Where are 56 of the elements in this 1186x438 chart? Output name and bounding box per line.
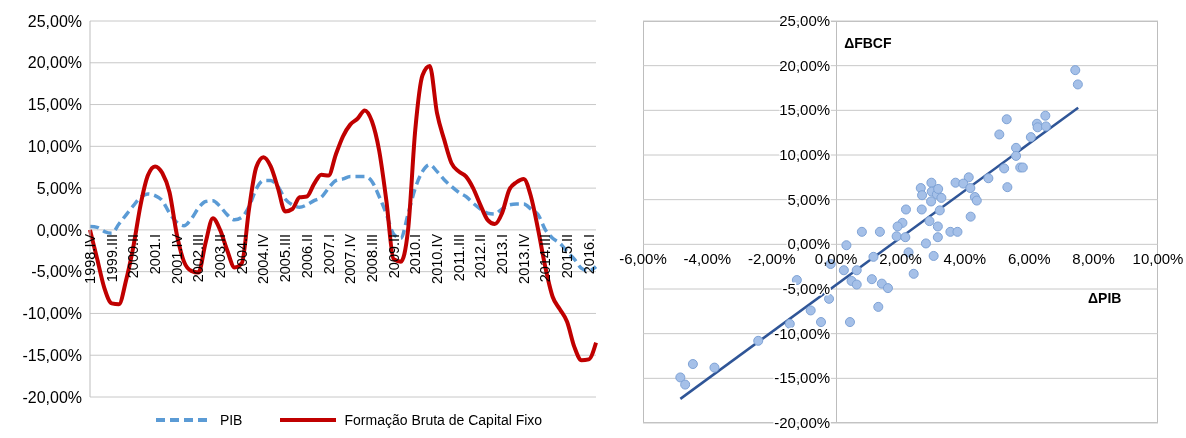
x-tick-label: 2004.I: [233, 233, 250, 275]
y-tick-label: 25,00%: [779, 12, 831, 29]
x-tick-label: 2009.II: [385, 233, 402, 279]
y-tick-label: 0,00%: [36, 221, 82, 239]
y-tick-label: -15,00%: [22, 346, 82, 364]
legend-label: Formação Bruta de Capital Fixo: [344, 412, 543, 428]
y-tick-label: -15,00%: [774, 369, 831, 387]
y-tick-label: 20,00%: [27, 54, 82, 72]
x-tick-label: 4,00%: [943, 250, 987, 268]
y-tick-label: 25,00%: [27, 12, 82, 30]
x-tick-label: 2015.II: [559, 233, 576, 279]
y-tick-label: 15,00%: [779, 101, 831, 119]
y-tick-label: 10,00%: [779, 146, 831, 163]
x-tick-label: 6,00%: [1007, 250, 1051, 268]
x-tick-label: -2,00%: [747, 250, 796, 268]
y-axis-title: ΔFBCF: [844, 35, 892, 51]
x-tick-label: 2007.I: [320, 233, 337, 275]
x-tick-label: 1998.IV: [82, 233, 98, 284]
y-tick-label: 5,00%: [36, 179, 82, 197]
y-tick-label: -20,00%: [22, 388, 82, 406]
x-tick-label: 2014.III: [537, 233, 554, 283]
x-tick-label: 2004.IV: [255, 233, 272, 284]
y-tick-label: -10,00%: [774, 324, 831, 342]
x-tick-label: -6,00%: [619, 250, 667, 268]
x-tick-label: 2001.IV: [168, 233, 185, 284]
y-tick-label: -5,00%: [31, 263, 82, 281]
x-tick-label: 10,00%: [1132, 250, 1184, 268]
x-tick-label: 2000.II: [125, 233, 142, 279]
x-tick-label: 1999.III: [103, 233, 120, 283]
y-tick-label: 20,00%: [779, 56, 831, 74]
y-tick-label: 10,00%: [27, 138, 82, 156]
x-tick-label: 2012.II: [472, 233, 489, 279]
x-tick-label: 2006.II: [298, 233, 315, 279]
x-tick-label: 2013.I: [494, 233, 511, 275]
x-tick-label: 2008.III: [363, 233, 380, 283]
x-tick-label: 2,00%: [879, 250, 922, 268]
y-tick-label: 15,00%: [27, 96, 82, 114]
x-axis-title: ΔPIB: [1088, 290, 1122, 307]
x-tick-label: -4,00%: [683, 250, 732, 268]
y-tick-label: -20,00%: [774, 414, 831, 431]
y-tick-label: -10,00%: [22, 305, 82, 323]
x-tick-label: 2007.IV: [342, 233, 359, 284]
x-tick-label: 2001.I: [147, 233, 164, 275]
x-tick-label: 2005.III: [277, 233, 294, 283]
x-tick-label: 0,00%: [814, 250, 858, 268]
y-tick-label: -5,00%: [782, 280, 831, 297]
y-tick-label: 5,00%: [787, 190, 831, 208]
x-tick-label: 2011.III: [450, 233, 467, 282]
x-tick-label: 2003.II: [212, 233, 229, 279]
x-tick-label: 2013.IV: [515, 233, 532, 284]
x-tick-label: 2002.III: [190, 233, 207, 283]
legend-label: PIB: [219, 412, 243, 428]
x-tick-label: 2010.IV: [428, 233, 445, 284]
x-tick-label: 2010.I: [407, 233, 424, 275]
x-tick-label: 8,00%: [1072, 250, 1115, 268]
x-tick-label: 2016.I: [580, 233, 597, 275]
